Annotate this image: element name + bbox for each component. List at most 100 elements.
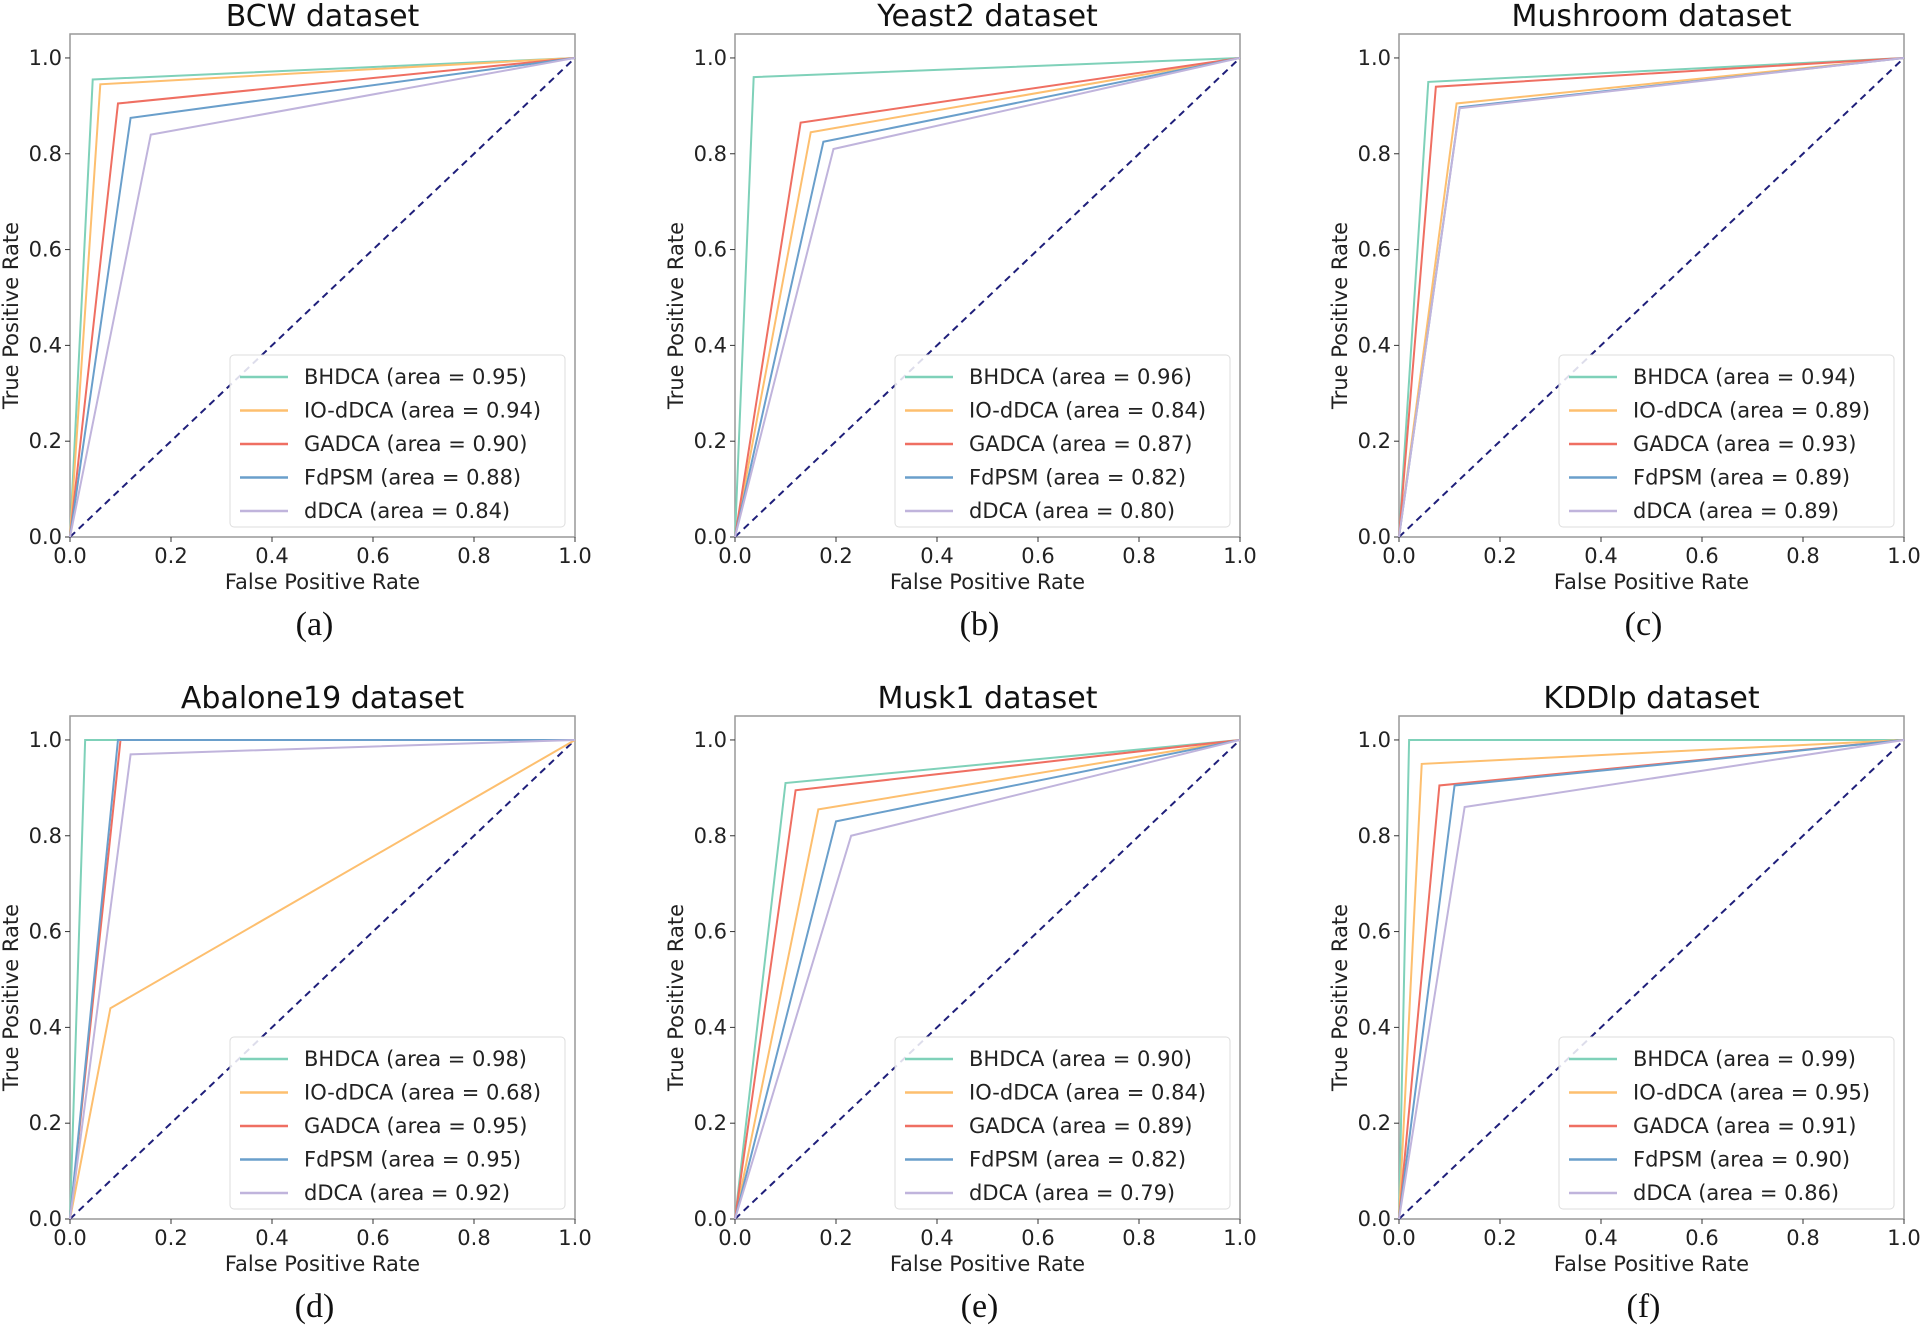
panel-caption: (e)	[961, 1288, 999, 1325]
y-tick-label: 1.0	[29, 728, 62, 752]
y-axis-label: True Positive Rate	[0, 904, 23, 1092]
chart-title: Mushroom dataset	[1511, 0, 1791, 34]
y-tick-label: 0.6	[29, 920, 62, 944]
legend-label: GADCA (area = 0.89)	[969, 1114, 1192, 1138]
roc-curve-fdpsm	[69, 738, 575, 1220]
roc-curve-fdpsm	[1398, 738, 1905, 1220]
x-tick-label: 0.0	[1382, 1226, 1415, 1250]
roc-curve-io-ddca	[1398, 738, 1905, 1220]
roc-curve-bhdca	[69, 56, 576, 538]
y-axis-label: True Positive Rate	[664, 904, 688, 1092]
chart-title: Abalone19 dataset	[181, 681, 464, 716]
legend-box	[1558, 354, 1895, 528]
legend-label: IO-dDCA (area = 0.94)	[304, 399, 541, 423]
roc-curve-io-ddca	[734, 738, 1241, 1220]
roc-curve-io-ddca	[1398, 56, 1905, 538]
legend-label: dDCA (area = 0.80)	[969, 499, 1175, 523]
y-tick-label: 0.8	[29, 142, 62, 166]
legend-box	[894, 1036, 1231, 1210]
y-tick-label: 0.0	[694, 525, 727, 549]
x-tick-label: 0.6	[356, 1226, 389, 1250]
y-axis-label: True Positive Rate	[0, 222, 23, 410]
chance-diagonal-line	[734, 739, 1241, 1220]
y-tick-label: 0.0	[1358, 525, 1391, 549]
x-tick-label: 0.4	[1584, 1226, 1617, 1250]
chance-diagonal-line	[1398, 739, 1905, 1220]
x-axis-label: False Positive Rate	[225, 570, 420, 594]
legend-label: FdPSM (area = 0.82)	[969, 1148, 1186, 1172]
legend-label: FdPSM (area = 0.95)	[304, 1148, 521, 1172]
chart-panel-1: BCW dataset 0.0 0.2 0.4 0.6 0.8 1.0 0.0 0.2 0.4 0.…	[0, 0, 592, 643]
legend-label: BHDCA (area = 0.95)	[304, 365, 527, 389]
legend-label: dDCA (area = 0.79)	[969, 1181, 1175, 1205]
x-tick-label: 1.0	[1223, 544, 1256, 568]
plot-frame	[69, 715, 576, 1220]
panel-caption: (c)	[1625, 606, 1663, 643]
y-tick-label: 0.6	[694, 238, 727, 262]
x-tick-label: 0.0	[53, 1226, 86, 1250]
legend-label: IO-dDCA (area = 0.89)	[1633, 399, 1870, 423]
y-tick-label: 0.2	[694, 1111, 727, 1135]
x-tick-label: 0.0	[718, 544, 751, 568]
legend: BHDCA (area = 0.96) IO-dDCA (area = 0.84)…	[894, 354, 1231, 528]
x-tick-label: 0.2	[1483, 544, 1516, 568]
chart-title: BCW dataset	[226, 0, 420, 34]
legend: BHDCA (area = 0.94) IO-dDCA (area = 0.89)…	[1558, 354, 1895, 528]
x-tick-label: 1.0	[558, 1226, 591, 1250]
x-tick-label: 0.8	[1122, 544, 1155, 568]
x-tick-label: 0.4	[255, 544, 288, 568]
y-tick-label: 0.0	[1358, 1207, 1391, 1231]
legend-label: FdPSM (area = 0.90)	[1633, 1148, 1850, 1172]
y-tick-label: 0.6	[29, 238, 62, 262]
y-tick-label: 1.0	[694, 728, 727, 752]
roc-curve-ddca	[734, 56, 1241, 538]
y-tick-label: 0.4	[1358, 333, 1391, 357]
y-tick-label: 0.2	[694, 429, 727, 453]
x-tick-label: 0.2	[819, 1226, 852, 1250]
legend-label: IO-dDCA (area = 0.84)	[969, 399, 1206, 423]
chance-diagonal-line	[69, 57, 576, 538]
x-axis-label: False Positive Rate	[225, 1252, 420, 1276]
legend-label: dDCA (area = 0.86)	[1633, 1181, 1839, 1205]
y-axis-label: True Positive Rate	[1328, 222, 1352, 410]
y-tick-label: 0.4	[29, 333, 62, 357]
roc-curve-gadca	[734, 738, 1241, 1220]
x-tick-label: 0.6	[1685, 544, 1718, 568]
y-tick-label: 1.0	[29, 46, 62, 70]
y-tick-label: 0.6	[1358, 238, 1391, 262]
y-tick-label: 0.8	[1358, 142, 1391, 166]
y-tick-label: 0.2	[1358, 429, 1391, 453]
legend-label: BHDCA (area = 0.98)	[304, 1047, 527, 1071]
legend-label: BHDCA (area = 0.96)	[969, 365, 1192, 389]
legend-label: FdPSM (area = 0.89)	[1633, 466, 1850, 490]
y-tick-label: 0.0	[29, 525, 62, 549]
roc-curve-fdpsm	[734, 56, 1241, 538]
x-tick-label: 0.4	[920, 544, 953, 568]
roc-curve-bhdca	[734, 738, 1241, 1220]
y-tick-label: 0.2	[1358, 1111, 1391, 1135]
chance-diagonal-line	[69, 739, 576, 1220]
x-tick-label: 0.4	[920, 1226, 953, 1250]
legend-label: dDCA (area = 0.89)	[1633, 499, 1839, 523]
chart-title: Musk1 dataset	[878, 681, 1098, 716]
legend-box	[229, 1036, 566, 1210]
legend: BHDCA (area = 0.95) IO-dDCA (area = 0.94)…	[229, 354, 566, 528]
plot-frame	[734, 715, 1241, 1220]
x-tick-label: 0.0	[53, 544, 86, 568]
roc-curve-ddca	[69, 738, 576, 1220]
roc-curve-io-ddca	[69, 739, 576, 1220]
legend-label: FdPSM (area = 0.82)	[969, 466, 1186, 490]
y-tick-label: 0.4	[29, 1015, 62, 1039]
chart-panel-6: KDDlp dataset 0.0 0.2 0.4 0.6 0.8 1.0 0.0 0.2 0.4…	[1328, 681, 1921, 1325]
roc-curve-bhdca	[734, 56, 1241, 538]
chance-diagonal-line	[734, 57, 1241, 538]
roc-curve-io-ddca	[734, 56, 1241, 538]
legend-box	[229, 354, 566, 528]
x-axis-label: False Positive Rate	[890, 1252, 1085, 1276]
x-tick-label: 0.8	[1786, 544, 1819, 568]
y-tick-label: 0.8	[694, 142, 727, 166]
roc-curve-io-ddca	[69, 56, 576, 538]
legend-label: BHDCA (area = 0.94)	[1633, 365, 1856, 389]
legend-label: FdPSM (area = 0.88)	[304, 466, 521, 490]
x-tick-label: 0.2	[154, 544, 187, 568]
